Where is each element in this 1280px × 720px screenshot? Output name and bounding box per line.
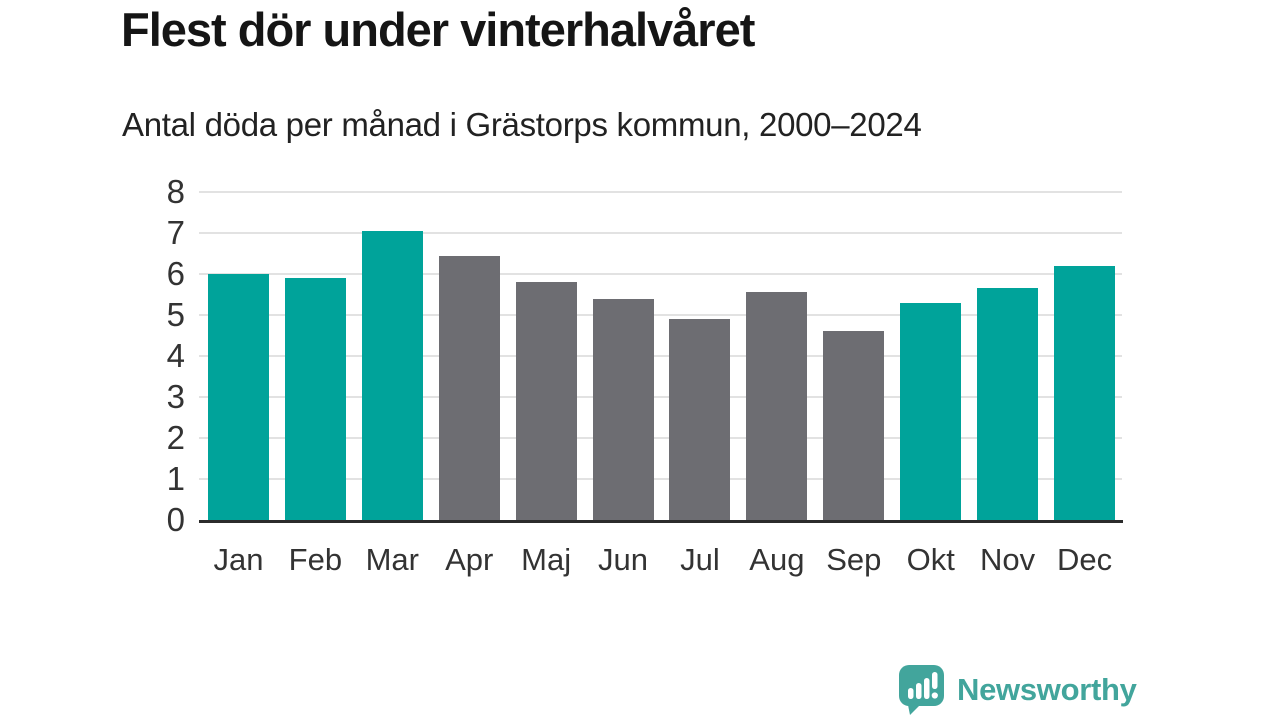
x-axis-tick-label: Okt [906, 542, 955, 577]
x-axis-tick-label: Jan [213, 542, 264, 577]
x-axis-tick-label: Mar [365, 542, 419, 577]
gridline [199, 478, 1122, 480]
newsworthy-logo-icon [899, 665, 944, 715]
y-axis-tick-label: 1 [166, 460, 185, 497]
gridline [199, 232, 1122, 234]
x-axis-tick-label: Jul [680, 542, 720, 577]
bar-feb [284, 278, 346, 520]
y-axis-tick-label: 7 [166, 214, 185, 251]
bar-dec [1054, 266, 1116, 520]
y-axis-tick-label: 6 [166, 255, 185, 292]
bar-sep [823, 331, 885, 520]
bar-jul [669, 319, 731, 520]
x-axis-tick-label: Dec [1056, 542, 1113, 577]
x-axis-tick-label: Aug [749, 542, 805, 577]
brand-name: Newsworthy [957, 671, 1137, 707]
brand-footer: Newsworthy [898, 664, 1137, 715]
bar-jan [207, 274, 269, 520]
bar-jun [592, 299, 654, 520]
x-axis-tick-label: Jun [598, 542, 649, 577]
y-axis-tick-label: 3 [166, 378, 185, 415]
x-axis-tick-label: Apr [445, 542, 494, 577]
x-axis-tick-label: Nov [980, 542, 1036, 577]
bar-okt [900, 303, 962, 520]
bar-apr [438, 256, 500, 520]
x-axis-tick-label: Maj [521, 542, 572, 577]
bar-mar [361, 231, 423, 520]
gridline [199, 396, 1122, 398]
gridline [199, 355, 1122, 357]
chart-subtitle: Antal döda per månad i Grästorps kommun,… [122, 106, 922, 143]
gridline [199, 191, 1122, 193]
x-axis-tick-label: Feb [288, 542, 343, 577]
bar-aug [746, 292, 808, 520]
gridline [199, 314, 1122, 316]
y-axis-tick-label: 4 [166, 337, 185, 374]
y-axis-tick-label: 5 [166, 296, 185, 333]
y-axis-tick-label: 2 [166, 419, 185, 456]
bar-maj [515, 282, 577, 520]
bar-nov [977, 288, 1039, 520]
x-axis-tick-label: Sep [826, 542, 882, 577]
gridline [199, 273, 1122, 275]
x-axis-line [199, 520, 1123, 523]
chart-title: Flest dör under vinterhalvåret [121, 3, 755, 56]
gridline [199, 437, 1122, 439]
y-axis-tick-label: 8 [166, 173, 185, 210]
y-axis-tick-label: 0 [166, 501, 185, 538]
